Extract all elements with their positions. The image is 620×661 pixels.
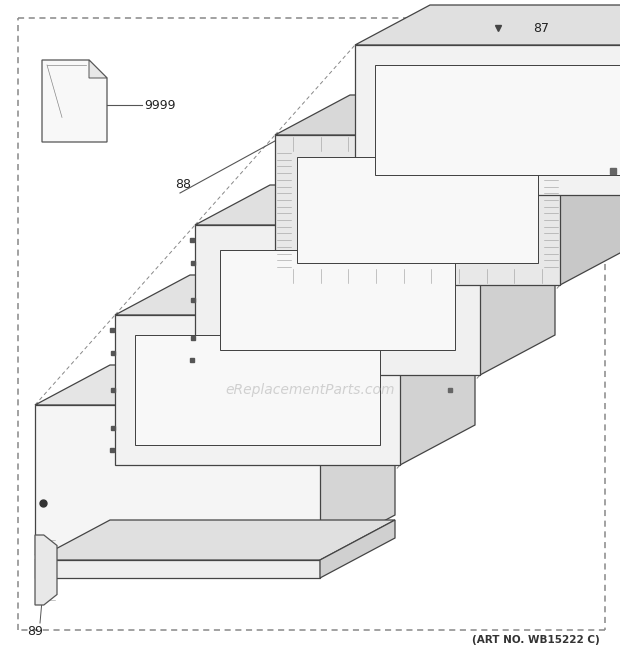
Text: eReplacementParts.com: eReplacementParts.com bbox=[225, 383, 395, 397]
Polygon shape bbox=[135, 335, 380, 445]
Polygon shape bbox=[355, 45, 620, 195]
Polygon shape bbox=[297, 157, 538, 263]
Polygon shape bbox=[275, 95, 620, 135]
Polygon shape bbox=[480, 185, 555, 375]
Polygon shape bbox=[275, 135, 560, 285]
Text: (ART NO. WB15222 C): (ART NO. WB15222 C) bbox=[472, 635, 600, 645]
Polygon shape bbox=[400, 275, 475, 465]
Text: 87: 87 bbox=[533, 22, 549, 34]
Polygon shape bbox=[89, 60, 107, 78]
Polygon shape bbox=[375, 65, 620, 175]
Polygon shape bbox=[115, 315, 400, 465]
Polygon shape bbox=[35, 560, 320, 578]
Polygon shape bbox=[355, 5, 620, 45]
Text: 9999: 9999 bbox=[144, 98, 175, 112]
Polygon shape bbox=[35, 365, 395, 405]
Polygon shape bbox=[35, 520, 395, 560]
Polygon shape bbox=[42, 60, 107, 142]
Polygon shape bbox=[35, 535, 57, 605]
Polygon shape bbox=[320, 520, 395, 578]
Polygon shape bbox=[195, 225, 480, 375]
Polygon shape bbox=[195, 185, 555, 225]
Polygon shape bbox=[35, 405, 320, 555]
Polygon shape bbox=[115, 275, 475, 315]
Text: 88: 88 bbox=[175, 178, 191, 192]
Polygon shape bbox=[560, 95, 620, 285]
Text: 89: 89 bbox=[27, 625, 43, 638]
Polygon shape bbox=[320, 365, 395, 555]
Polygon shape bbox=[220, 250, 455, 350]
